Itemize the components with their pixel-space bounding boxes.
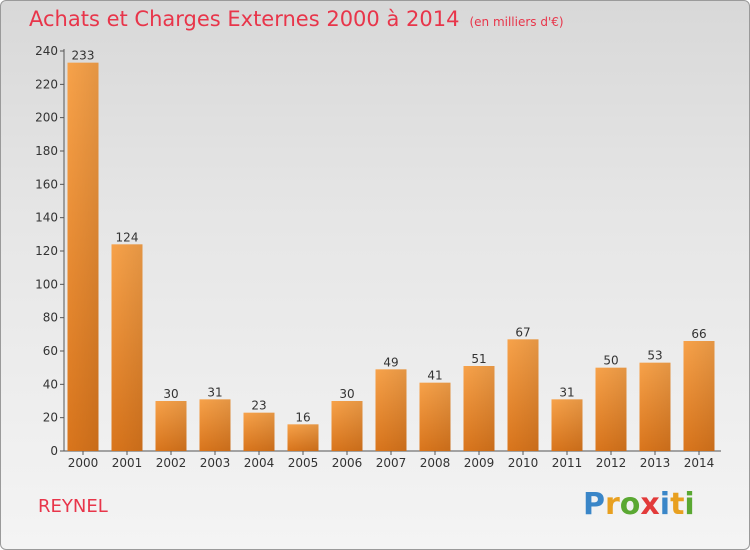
x-tick-label-2001: 2001 bbox=[112, 456, 143, 470]
value-label-2013: 53 bbox=[647, 349, 662, 363]
value-label-2004: 23 bbox=[251, 399, 266, 413]
x-axis: 2000 2001 2002 2003 2004 2005 2006 2007 2008 2009… bbox=[64, 450, 721, 470]
y-tick-label: 220 bbox=[35, 77, 58, 91]
x-tick-label-2012: 2012 bbox=[596, 456, 627, 470]
y-tick-label: 100 bbox=[35, 277, 58, 291]
y-tick-label: 160 bbox=[35, 177, 58, 191]
x-tick-label-2002: 2002 bbox=[156, 456, 187, 470]
logo-letter: r bbox=[605, 487, 620, 522]
y-tick-label: 180 bbox=[35, 144, 58, 158]
bar-shade-2011 bbox=[551, 399, 583, 451]
logo-letter: x bbox=[640, 487, 660, 522]
bar-shade-2005 bbox=[287, 424, 319, 451]
value-label-2007: 49 bbox=[383, 355, 398, 369]
value-label-2008: 41 bbox=[427, 369, 442, 383]
y-tick-label: 20 bbox=[43, 411, 58, 425]
x-tick-label-2005: 2005 bbox=[288, 456, 319, 470]
bar-shade-2009 bbox=[463, 366, 495, 451]
bar-shade-2012 bbox=[595, 367, 627, 451]
value-label-2005: 16 bbox=[295, 410, 310, 424]
commune-name: REYNEL bbox=[38, 496, 108, 517]
value-label-2010: 67 bbox=[515, 325, 530, 339]
x-tick-label-2003: 2003 bbox=[200, 456, 231, 470]
bar-shade-2008 bbox=[419, 382, 451, 451]
value-label-2001: 124 bbox=[116, 230, 139, 244]
x-tick-label-2009: 2009 bbox=[464, 456, 495, 470]
value-label-2003: 31 bbox=[207, 385, 222, 399]
logo-letter: i bbox=[684, 487, 695, 522]
x-tick-label-2010: 2010 bbox=[508, 456, 539, 470]
y-tick-label: 40 bbox=[43, 377, 58, 391]
logo-letter: i bbox=[659, 487, 671, 522]
bar-shade-2007 bbox=[375, 369, 407, 451]
x-tick-label-2006: 2006 bbox=[332, 456, 363, 470]
value-label-2014: 66 bbox=[691, 327, 706, 341]
bar-shade-2010 bbox=[507, 339, 539, 451]
x-tick-label-2008: 2008 bbox=[420, 456, 451, 470]
value-label-2006: 30 bbox=[339, 387, 354, 401]
value-label-2000: 233 bbox=[72, 49, 95, 63]
y-tick-label: 240 bbox=[35, 44, 58, 58]
logo-letter: o bbox=[619, 487, 641, 522]
bar-shade-2001 bbox=[111, 244, 143, 451]
y-tick-label: 120 bbox=[35, 244, 58, 258]
bar-shade-2004 bbox=[243, 412, 275, 451]
bar-shade-2000 bbox=[67, 62, 99, 452]
y-axis: 0 20 40 60 80 100 120 140 160 180 200 220 240 bbox=[35, 44, 65, 458]
y-tick-label: 80 bbox=[43, 311, 58, 325]
value-label-2002: 30 bbox=[163, 387, 178, 401]
chart-title: Achats et Charges Externes 2000 à 2014 bbox=[29, 7, 460, 31]
chart-subtitle: (en milliers d'€) bbox=[469, 15, 564, 29]
y-tick-label: 140 bbox=[35, 211, 58, 225]
logo-letter: t bbox=[670, 487, 685, 522]
bar-shade-2013 bbox=[639, 362, 671, 451]
value-label-2012: 50 bbox=[603, 354, 618, 368]
x-tick-label-2013: 2013 bbox=[640, 456, 671, 470]
x-tick-label-2014: 2014 bbox=[684, 456, 715, 470]
bar-shade-2006 bbox=[331, 401, 363, 451]
logo-letter: P bbox=[583, 487, 605, 522]
value-label-2011: 31 bbox=[559, 385, 574, 399]
bar-shade-2002 bbox=[155, 401, 187, 451]
value-label-2009: 51 bbox=[471, 352, 486, 366]
y-tick-label: 60 bbox=[43, 344, 58, 358]
x-tick-label-2000: 2000 bbox=[68, 456, 99, 470]
bar-shade-2003 bbox=[199, 399, 231, 451]
proxiti-logo[interactable]: Proxiti bbox=[583, 487, 695, 522]
y-tick-label: 0 bbox=[50, 444, 58, 458]
chart-title-block: Achats et Charges Externes 2000 à 2014 (e… bbox=[29, 7, 564, 31]
bars: 233 124 30 31 23 16 30 49 41 51 67 31 50 53 66 bbox=[67, 49, 715, 452]
x-tick-label-2004: 2004 bbox=[244, 456, 275, 470]
x-tick-label-2011: 2011 bbox=[552, 456, 583, 470]
x-tick-label-2007: 2007 bbox=[376, 456, 407, 470]
y-tick-label: 200 bbox=[35, 111, 58, 125]
bar-shade-2014 bbox=[683, 341, 715, 451]
